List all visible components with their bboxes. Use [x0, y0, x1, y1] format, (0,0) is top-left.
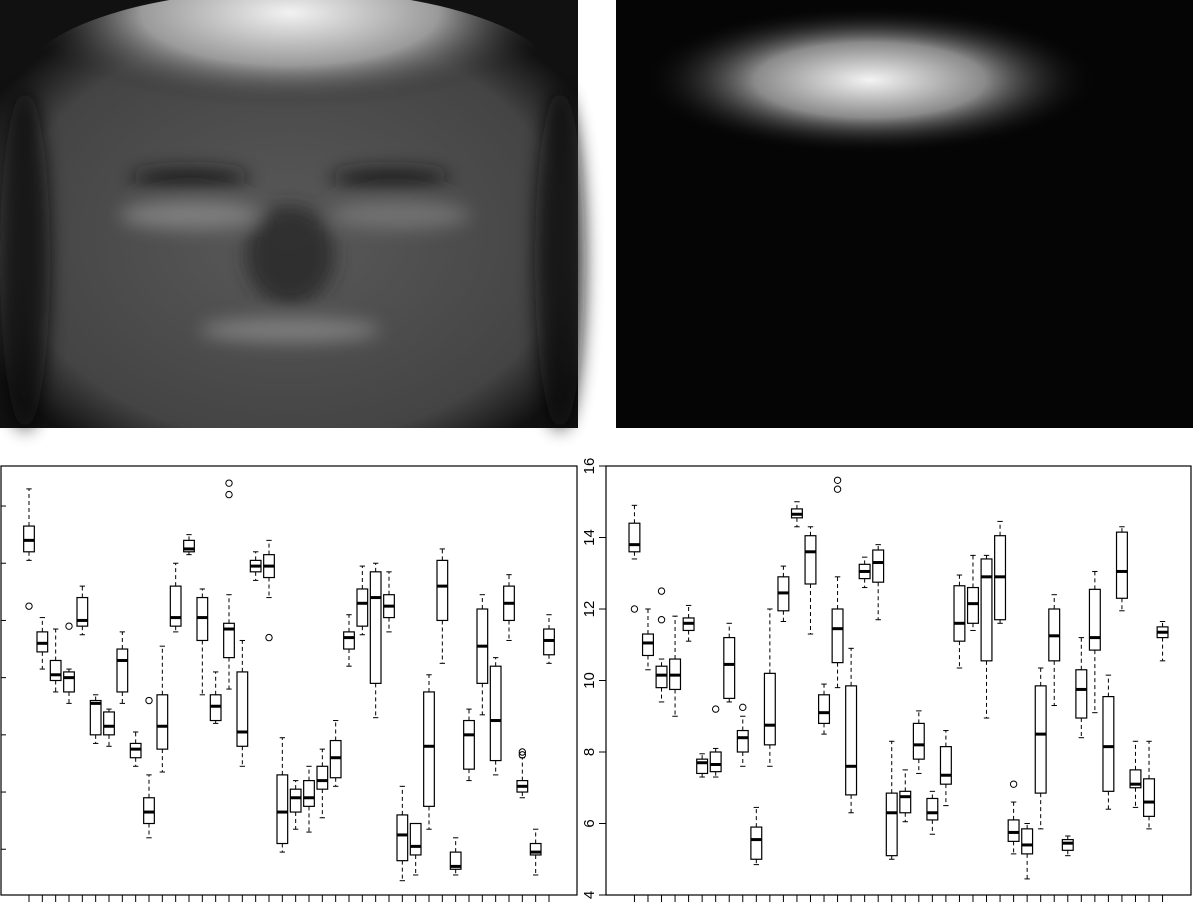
- y-tick-label: 4: [581, 891, 598, 899]
- box: [1102, 695, 1115, 792]
- box: [1088, 588, 1101, 651]
- box: [303, 779, 315, 807]
- box: [953, 585, 966, 642]
- outlier: [1009, 780, 1018, 788]
- box: [763, 672, 776, 746]
- box: [628, 522, 641, 553]
- box: [1061, 838, 1074, 851]
- outlier: [739, 703, 747, 712]
- box: [1075, 669, 1088, 719]
- box: [736, 729, 749, 753]
- outlier: [833, 485, 842, 493]
- box: [169, 585, 182, 627]
- box: [641, 633, 654, 657]
- box: [236, 671, 249, 747]
- box: [489, 665, 502, 762]
- box: [709, 751, 722, 773]
- y-tick-label: 8: [581, 748, 598, 756]
- box: [183, 539, 195, 553]
- box: [49, 659, 62, 682]
- outlier: [833, 476, 842, 484]
- box: [356, 588, 369, 627]
- eigen-image: [616, 0, 1193, 428]
- boxplot-panel: [0, 465, 578, 902]
- box: [966, 586, 979, 624]
- box: [912, 722, 925, 760]
- plot-frame: [0, 465, 578, 896]
- box: [750, 826, 763, 860]
- box: [396, 814, 409, 862]
- box: [289, 788, 302, 813]
- box: [980, 558, 993, 662]
- face-image: [0, 0, 585, 430]
- y-tick-label: 10: [581, 672, 598, 689]
- box: [723, 636, 736, 699]
- box: [76, 596, 89, 627]
- outlier: [657, 616, 666, 624]
- box: [1115, 531, 1128, 599]
- box: [529, 842, 542, 856]
- box: [939, 746, 952, 785]
- box: [885, 792, 898, 857]
- box: [316, 765, 329, 790]
- box: [899, 790, 912, 814]
- box: [655, 665, 668, 689]
- box: [343, 631, 355, 650]
- box: [818, 694, 831, 724]
- box: [1143, 778, 1156, 817]
- box: [116, 648, 129, 693]
- box: [436, 559, 449, 622]
- outlier: [630, 605, 639, 613]
- box: [276, 774, 289, 845]
- outlier: [25, 602, 33, 610]
- y-tick-label: 14: [581, 529, 598, 546]
- y-tick-label: 6: [581, 819, 598, 827]
- box: [845, 685, 858, 796]
- box: [1007, 819, 1020, 842]
- box: [696, 758, 709, 775]
- outlier: [657, 587, 666, 595]
- box: [223, 622, 235, 659]
- box: [831, 608, 844, 664]
- box: [449, 851, 462, 870]
- boxplot-panel: 4 6 8 10 12 14 16: [581, 458, 1192, 902]
- box: [156, 694, 169, 750]
- outlier: [65, 622, 73, 630]
- outlier: [225, 479, 233, 487]
- outlier: [518, 751, 527, 759]
- box: [63, 671, 75, 693]
- box: [1129, 769, 1142, 789]
- box: [872, 549, 885, 583]
- box: [423, 691, 435, 807]
- box: [1021, 828, 1034, 855]
- box: [89, 699, 102, 736]
- y-tick-label: 16: [581, 458, 598, 475]
- box: [926, 797, 939, 821]
- outlier: [265, 633, 273, 642]
- box: [463, 719, 475, 770]
- y-tick-label: 12: [581, 601, 598, 618]
- box: [369, 571, 382, 684]
- outlier: [145, 696, 153, 705]
- box: [804, 535, 817, 585]
- box: [409, 822, 422, 856]
- box: [1034, 685, 1047, 794]
- outlier: [711, 705, 720, 713]
- box: [103, 711, 115, 736]
- outlier: [225, 490, 233, 499]
- outlier: [518, 748, 527, 756]
- plot-frame: [605, 465, 1192, 896]
